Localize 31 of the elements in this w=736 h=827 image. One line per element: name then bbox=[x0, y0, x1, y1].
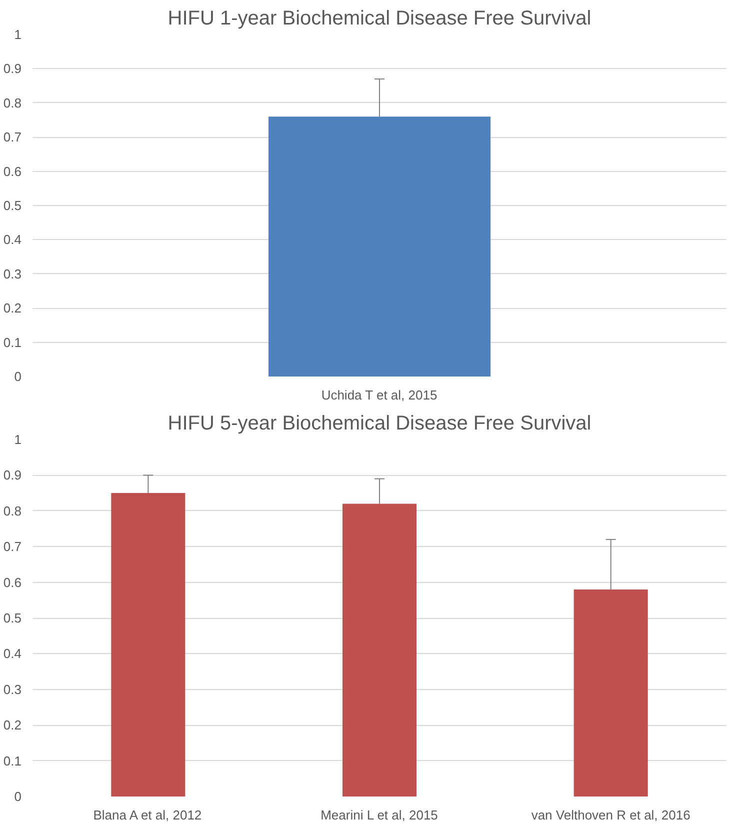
chart-title: HIFU 1-year Biochemical Disease Free Survival bbox=[168, 8, 592, 30]
y-tick-label: 0.8 bbox=[3, 503, 22, 518]
y-tick-label: 0.5 bbox=[3, 610, 22, 626]
x-tick-label: van Velthoven R et al, 2016 bbox=[531, 808, 690, 822]
y-tick-label: 0.2 bbox=[3, 300, 22, 316]
y-tick-label: 1 bbox=[14, 432, 22, 447]
y-tick-label: 0 bbox=[14, 369, 22, 384]
y-tick-label: 0.5 bbox=[3, 198, 22, 213]
y-tick-label: 0.1 bbox=[3, 753, 22, 768]
y-tick-label: 0.3 bbox=[3, 266, 22, 282]
chart-title: HIFU 5-year Biochemical Disease Free Survival bbox=[168, 412, 592, 434]
y-tick-label: 0.9 bbox=[3, 61, 22, 76]
bar bbox=[342, 504, 417, 796]
y-tick-label: 0.6 bbox=[3, 574, 22, 590]
y-tick-label: 0.2 bbox=[3, 718, 22, 733]
x-tick-label: Uchida T et al, 2015 bbox=[321, 388, 438, 402]
y-tick-label: 0.4 bbox=[3, 232, 22, 248]
x-tick-label: Blana A et al, 2012 bbox=[93, 808, 202, 822]
y-tick-label: 0.8 bbox=[3, 95, 22, 110]
bar bbox=[111, 493, 186, 796]
y-tick-label: 0.7 bbox=[3, 539, 22, 554]
bar bbox=[574, 589, 648, 796]
y-tick-label: 0.3 bbox=[3, 682, 22, 697]
x-tick-label: Mearini L et al, 2015 bbox=[320, 808, 438, 822]
y-tick-label: 0.9 bbox=[3, 468, 22, 483]
y-tick-label: 1 bbox=[14, 27, 22, 42]
y-tick-label: 0.7 bbox=[3, 130, 22, 145]
y-tick-label: 0.1 bbox=[3, 334, 22, 350]
y-tick-label: 0 bbox=[14, 789, 22, 804]
y-tick-label: 0.4 bbox=[3, 646, 22, 662]
y-tick-label: 0.6 bbox=[3, 164, 22, 179]
